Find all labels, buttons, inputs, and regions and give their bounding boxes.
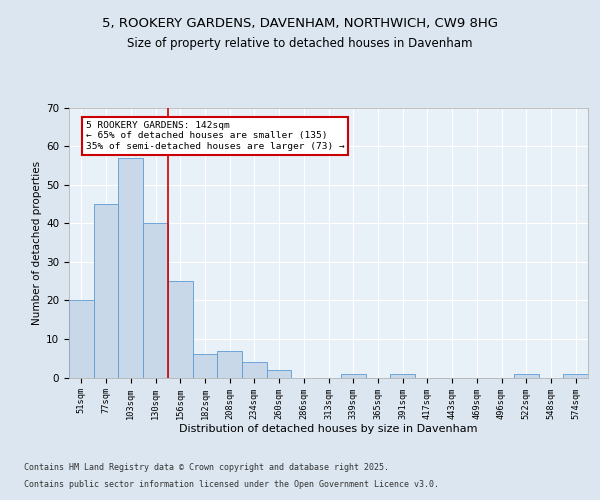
Bar <box>563 374 588 378</box>
Bar <box>514 374 539 378</box>
Bar <box>168 281 193 378</box>
Bar <box>341 374 365 378</box>
Bar <box>267 370 292 378</box>
Text: Size of property relative to detached houses in Davenham: Size of property relative to detached ho… <box>127 38 473 51</box>
X-axis label: Distribution of detached houses by size in Davenham: Distribution of detached houses by size … <box>179 424 478 434</box>
Bar <box>69 300 94 378</box>
Bar <box>390 374 415 378</box>
Bar <box>94 204 118 378</box>
Text: Contains HM Land Registry data © Crown copyright and database right 2025.: Contains HM Land Registry data © Crown c… <box>24 464 389 472</box>
Bar <box>217 350 242 378</box>
Bar <box>118 158 143 378</box>
Text: 5, ROOKERY GARDENS, DAVENHAM, NORTHWICH, CW9 8HG: 5, ROOKERY GARDENS, DAVENHAM, NORTHWICH,… <box>102 18 498 30</box>
Bar <box>242 362 267 378</box>
Text: 5 ROOKERY GARDENS: 142sqm
← 65% of detached houses are smaller (135)
35% of semi: 5 ROOKERY GARDENS: 142sqm ← 65% of detac… <box>86 121 344 151</box>
Bar <box>193 354 217 378</box>
Bar <box>143 223 168 378</box>
Y-axis label: Number of detached properties: Number of detached properties <box>32 160 42 324</box>
Text: Contains public sector information licensed under the Open Government Licence v3: Contains public sector information licen… <box>24 480 439 489</box>
